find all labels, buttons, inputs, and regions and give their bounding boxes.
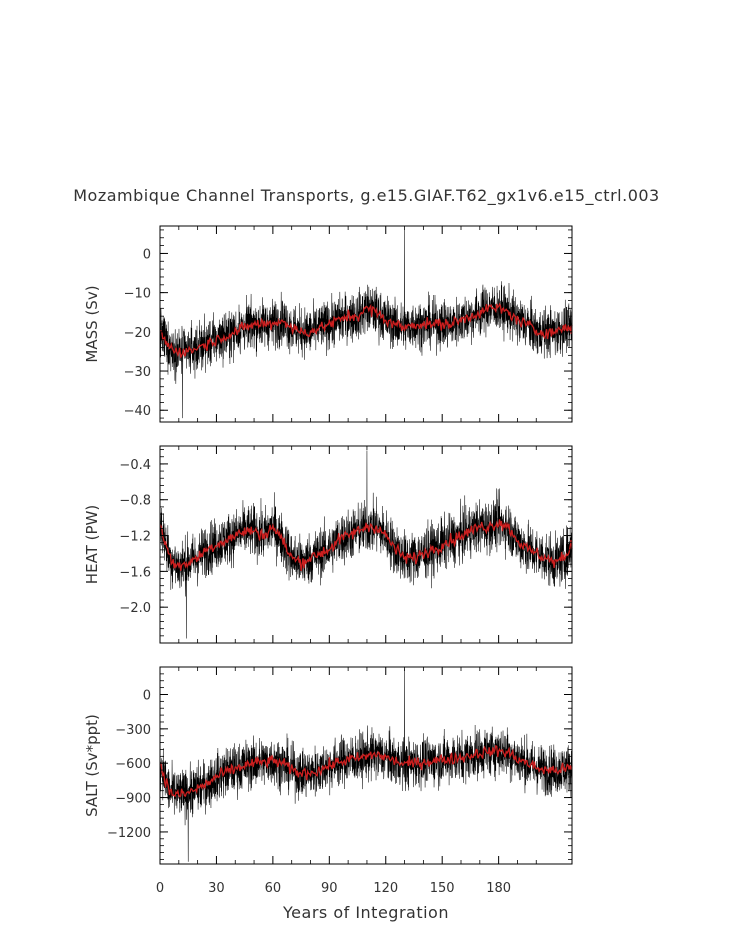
y-tick-label: −20 bbox=[124, 326, 151, 341]
x-axis: 0 30 60 90 120 150 180 bbox=[156, 881, 511, 896]
x-tick-label: 120 bbox=[373, 881, 398, 896]
mass-panel: 0 −10 −20 −30 −40 MASS (Sv) bbox=[83, 225, 573, 423]
x-tick-label: 180 bbox=[486, 881, 511, 896]
annual-mean-line bbox=[159, 744, 573, 798]
annual-mean-line bbox=[159, 519, 573, 572]
y-tick-label: −600 bbox=[115, 757, 151, 772]
y-tick-label: 0 bbox=[143, 247, 151, 262]
y-tick-label: 0 bbox=[143, 688, 151, 703]
y-tick-label: −0.4 bbox=[119, 458, 151, 473]
y-tick-label: −30 bbox=[124, 365, 151, 380]
y-tick-label: −0.8 bbox=[119, 494, 151, 509]
x-tick-label: 0 bbox=[156, 881, 164, 896]
panel-frame bbox=[159, 445, 573, 644]
y-tick-label: −2.0 bbox=[119, 601, 151, 616]
x-tick-label: 150 bbox=[430, 881, 455, 896]
y-tick-label: −1.2 bbox=[119, 530, 151, 545]
monthly-series-line bbox=[159, 669, 573, 862]
x-tick-label: 60 bbox=[265, 881, 282, 896]
annual-mean-line bbox=[159, 302, 573, 358]
heat-panel: −0.4 −0.8 −1.2 −1.6 −2.0 HEAT (PW) bbox=[83, 445, 573, 644]
salt-panel: 0 −300 −600 −900 −1200 SALT (Sv*ppt) bbox=[83, 666, 573, 865]
y-axis-label: HEAT (PW) bbox=[83, 505, 101, 584]
y-axis-label: MASS (Sv) bbox=[83, 285, 101, 362]
chart-title: Mozambique Channel Transports, g.e15.GIA… bbox=[73, 186, 660, 205]
y-tick-label: −1.6 bbox=[119, 565, 151, 580]
monthly-series-line bbox=[159, 450, 573, 639]
panel-frame bbox=[159, 666, 573, 865]
y-tick-label: −300 bbox=[115, 723, 151, 738]
y-tick-label: −10 bbox=[124, 287, 151, 302]
y-tick-label: −40 bbox=[124, 404, 151, 419]
x-axis-label: Years of Integration bbox=[283, 903, 449, 922]
x-tick-label: 90 bbox=[321, 881, 338, 896]
y-axis-label: SALT (Sv*ppt) bbox=[83, 714, 101, 817]
monthly-series-line bbox=[159, 229, 573, 419]
y-tick-label: −1200 bbox=[107, 826, 151, 841]
y-tick-label: −900 bbox=[115, 792, 151, 807]
x-tick-label: 30 bbox=[208, 881, 225, 896]
